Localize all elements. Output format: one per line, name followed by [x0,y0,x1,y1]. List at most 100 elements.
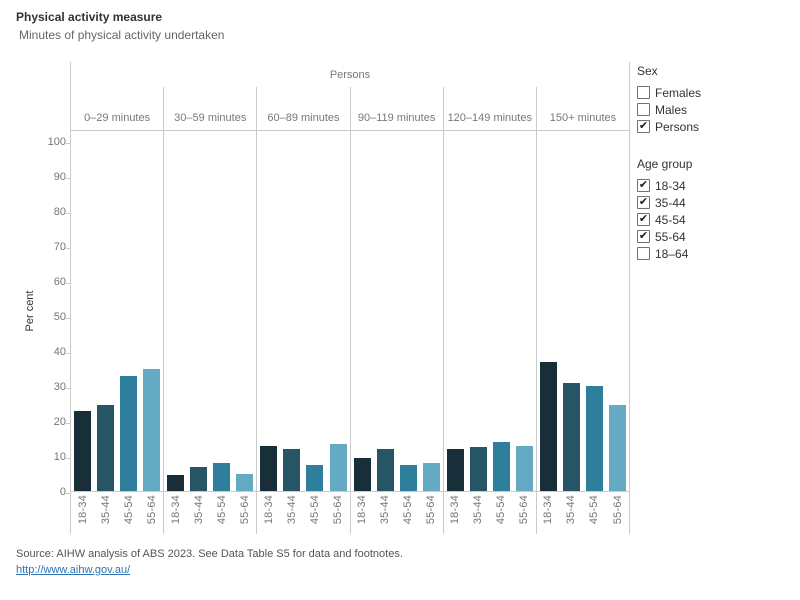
panel-4 [351,131,444,491]
checkmark-icon: ✔ [638,120,649,132]
page-subtitle: Minutes of physical activity undertaken [19,28,225,42]
x-label-group: 18-34 35-44 45-54 55-64 [537,492,629,534]
y-tick-mark [66,423,70,424]
bar-55-64[interactable] [329,443,347,491]
bar-slot [583,131,606,491]
legend-age-option-35-44[interactable]: ✔ 35-44 [637,194,701,211]
x-tick-label: 35-44 [192,495,205,525]
bar-35-44[interactable] [469,447,487,491]
plot-area [70,130,630,492]
bar-18-34[interactable] [353,457,371,491]
legend-sex-title: Sex [637,64,658,78]
x-label-group: 18-34 35-44 45-54 55-64 [257,492,351,534]
checkbox-icon[interactable]: ✔ [637,196,650,209]
panel-header: 150+ minutes [549,112,617,124]
bar-45-54[interactable] [585,386,603,491]
panel-header: 30–59 minutes [164,87,258,130]
x-tick-label: 45-54 [308,495,321,525]
bar-slot [420,131,443,491]
x-tick-label: 18-34 [542,495,555,525]
source-note: Source: AIHW analysis of ABS 2023. See D… [16,548,403,560]
checkbox-label: Females [655,85,702,100]
checkbox-icon[interactable] [637,86,650,99]
checkbox-label: 55-64 [655,229,686,244]
bar-45-54[interactable] [306,464,324,491]
bar-55-64[interactable] [143,368,161,491]
checkbox-icon[interactable]: ✔ [637,230,650,243]
bar-slot [374,131,397,491]
checkbox-label: 18–64 [655,246,689,261]
x-tick-label: 55-64 [145,495,158,525]
y-tick-mark [66,353,70,354]
bar-35-44[interactable] [283,449,301,491]
bar-slot [303,131,326,491]
bar-55-64[interactable] [609,405,627,491]
legend-age-option-55-64[interactable]: ✔ 55-64 [637,228,701,245]
x-tick-label: 55-64 [518,495,531,525]
checkbox-icon[interactable]: ✔ [637,120,650,133]
x-tick-label: 55-64 [425,495,438,525]
x-tick-label: 18-34 [356,495,369,525]
y-tick-mark [66,458,70,459]
y-tick-mark [66,388,70,389]
legend-age-option-18-64[interactable]: 18–64 [637,245,701,262]
bar-45-54[interactable] [492,442,510,491]
checkbox-icon[interactable] [637,247,650,260]
y-tick-label: 30 [53,381,66,393]
bar-35-44[interactable] [97,405,115,491]
panel-6 [537,131,629,491]
x-tick-label: 18-34 [449,495,462,525]
bar-18-34[interactable] [74,410,92,491]
bar-slot [140,131,163,491]
bar-18-34[interactable] [446,449,464,491]
y-tick-mark [66,178,70,179]
bar-35-44[interactable] [190,466,208,491]
x-tick-label: 45-54 [588,495,601,525]
y-tick-label: 0 [59,486,66,498]
source-link[interactable]: http://www.aihw.gov.au/ [16,564,131,576]
legend-age-title: Age group [637,157,693,171]
legend-age-option-45-54[interactable]: ✔ 45-54 [637,211,701,228]
bar-slot [164,131,187,491]
checkmark-icon: ✔ [638,196,649,208]
bar-slot [444,131,467,491]
bar-slot [606,131,629,491]
panel-header: 0–29 minutes [71,87,165,130]
legend-sex-option-females[interactable]: Females [637,84,701,101]
y-tick-mark [66,493,70,494]
bar-35-44[interactable] [562,382,580,491]
bar-18-34[interactable] [539,361,557,491]
bar-45-54[interactable] [213,463,231,491]
checkbox-icon[interactable]: ✔ [637,213,650,226]
legend-age-options: ✔ 18-34 ✔ 35-44 ✔ 45-54 ✔ 55-64 18–64 [637,177,701,262]
bar-slot [94,131,117,491]
bar-18-34[interactable] [167,475,185,491]
checkbox-icon[interactable]: ✔ [637,179,650,192]
x-tick-label: 35-44 [472,495,485,525]
legend-age-option-18-34[interactable]: ✔ 18-34 [637,177,701,194]
bar-slot [233,131,256,491]
legend-sex-option-males[interactable]: Males [637,101,701,118]
x-label-group: 18-34 35-44 45-54 55-64 [164,492,258,534]
bar-35-44[interactable] [376,449,394,491]
y-tick-label: 50 [53,311,66,323]
bar-45-54[interactable] [399,464,417,491]
x-tick-label: 55-64 [238,495,251,525]
bar-55-64[interactable] [236,473,254,491]
checkbox-icon[interactable] [637,103,650,116]
y-tick-label: 70 [53,241,66,253]
bar-55-64[interactable] [422,463,440,491]
legend-panel: Sex Females Males ✔ Persons Age group ✔ 18-3… [637,64,701,262]
bar-slot [210,131,233,491]
bar-18-34[interactable] [260,445,278,491]
checkbox-label: 45-54 [655,212,686,227]
bar-55-64[interactable] [515,445,533,491]
panel-1 [71,131,165,491]
legend-sex-option-persons[interactable]: ✔ Persons [637,118,701,135]
panel-header: 60–89 minutes [257,87,351,130]
x-tick-label: 18-34 [76,495,89,525]
checkmark-icon: ✔ [638,230,649,242]
bar-45-54[interactable] [120,375,138,491]
checkmark-icon: ✔ [638,213,649,225]
